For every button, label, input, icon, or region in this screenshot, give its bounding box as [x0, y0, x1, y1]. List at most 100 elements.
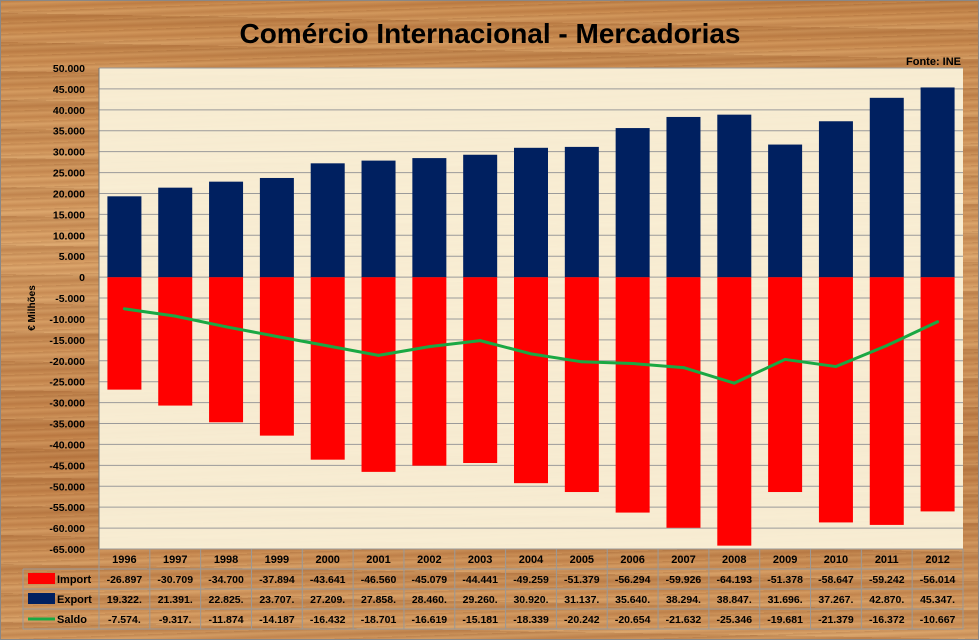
y-tick-label: 15.000 [53, 209, 85, 221]
data-table-value: 38.294. [666, 594, 701, 606]
data-table-value: -21.632 [666, 614, 702, 626]
data-table-value: 29.260. [463, 594, 498, 606]
bar-import [463, 277, 498, 464]
x-tick-label: 2004 [519, 554, 544, 566]
legend-entry-export: Export [28, 593, 92, 606]
y-tick-label: 45.000 [53, 84, 85, 96]
x-tick-label: 2002 [417, 554, 441, 566]
data-table-value: -20.242 [564, 614, 600, 626]
x-tick-label: 2000 [315, 554, 339, 566]
saldo-point [631, 362, 635, 366]
data-table-value: 37.267. [818, 594, 853, 606]
bar-export [818, 121, 853, 278]
saldo-point [580, 360, 584, 364]
data-table-value: -59.242 [869, 574, 905, 586]
y-tick-label: 50.000 [53, 63, 85, 75]
data-table-value: 31.696. [768, 594, 803, 606]
data-table-value: 42.870. [869, 594, 904, 606]
x-tick-label: 2009 [773, 554, 797, 566]
data-table-value: -34.700 [208, 574, 244, 586]
saldo-point [936, 320, 940, 324]
data-table-value: 28.460. [412, 594, 447, 606]
data-table-value: -30.709 [157, 574, 193, 586]
data-table-value: -44.441 [462, 574, 498, 586]
y-tick-label: -5.000 [55, 293, 85, 305]
bar-import [361, 277, 396, 472]
data-table-value: -56.294 [615, 574, 651, 586]
data-table-value: -64.193 [716, 574, 752, 586]
y-tick-label: -35.000 [49, 419, 85, 431]
y-tick-label: 35.000 [53, 126, 85, 138]
bar-import [107, 277, 142, 390]
x-tick-label: 2007 [671, 554, 695, 566]
bar-import [259, 277, 294, 436]
bar-import [869, 277, 904, 525]
y-tick-label: 40.000 [53, 105, 85, 117]
data-table-value: -26.897 [107, 574, 143, 586]
saldo-point [224, 325, 228, 329]
bar-import [768, 277, 803, 493]
bar-export [158, 187, 193, 278]
y-tick-label: -65.000 [49, 544, 85, 556]
chart-source: Fonte: INE [906, 56, 961, 68]
y-tick-label: -50.000 [49, 481, 85, 493]
data-table-value: 31.137. [564, 594, 599, 606]
y-tick-label: 20.000 [53, 188, 85, 200]
data-table-value: -16.372 [869, 614, 905, 626]
legend-key-export [28, 593, 55, 604]
x-tick-label: 2001 [366, 554, 390, 566]
bar-export [717, 114, 752, 278]
saldo-point [275, 334, 279, 338]
saldo-point [885, 344, 889, 348]
x-tick-label: 2010 [824, 554, 848, 566]
bar-import [717, 277, 752, 546]
bar-export [514, 147, 548, 278]
bar-import [615, 277, 650, 513]
bar-export [615, 128, 650, 278]
bar-export [768, 144, 803, 278]
saldo-point [732, 381, 736, 385]
saldo-point [173, 314, 177, 318]
y-tick-label: -45.000 [49, 460, 85, 472]
bar-import [564, 277, 599, 493]
legend-label: Import [57, 574, 92, 586]
data-table-value: -43.641 [310, 574, 346, 586]
data-table-value: -18.339 [513, 614, 549, 626]
x-tick-label: 1996 [112, 554, 136, 566]
saldo-point [529, 352, 533, 356]
bar-export [361, 160, 396, 278]
y-tick-label: -20.000 [49, 356, 85, 368]
y-tick-label: -40.000 [49, 439, 85, 451]
data-table-value: -20.654 [615, 614, 651, 626]
bar-export [666, 116, 701, 278]
data-table-value: -21.379 [818, 614, 854, 626]
legend-key-import [28, 573, 55, 584]
data-table-value: 22.825. [209, 594, 244, 606]
data-table-value: -16.432 [310, 614, 346, 626]
data-table-value: -7.574. [108, 614, 141, 626]
bar-export [463, 154, 498, 278]
saldo-point [427, 345, 431, 349]
x-tick-label: 2012 [925, 554, 949, 566]
bar-export [310, 163, 345, 278]
data-table-value: -9.317. [159, 614, 192, 626]
bar-export [107, 196, 142, 278]
y-tick-label: -15.000 [49, 335, 85, 347]
bar-import [209, 277, 244, 423]
data-table-value: -16.619 [412, 614, 448, 626]
bar-import [412, 277, 447, 466]
data-table-value: -10.667 [920, 614, 956, 626]
legend-key-saldo [28, 617, 55, 621]
data-table-value: 45.347. [920, 594, 955, 606]
x-tick-label: 2011 [875, 554, 899, 566]
data-table-value: -59.926 [666, 574, 702, 586]
legend-label: Export [57, 594, 92, 606]
bar-import [666, 277, 701, 528]
y-tick-label: 30.000 [53, 147, 85, 159]
data-table-value: -56.014 [920, 574, 956, 586]
x-tick-label: 2003 [468, 554, 492, 566]
y-tick-label: -55.000 [49, 502, 85, 514]
bar-export [564, 146, 599, 278]
